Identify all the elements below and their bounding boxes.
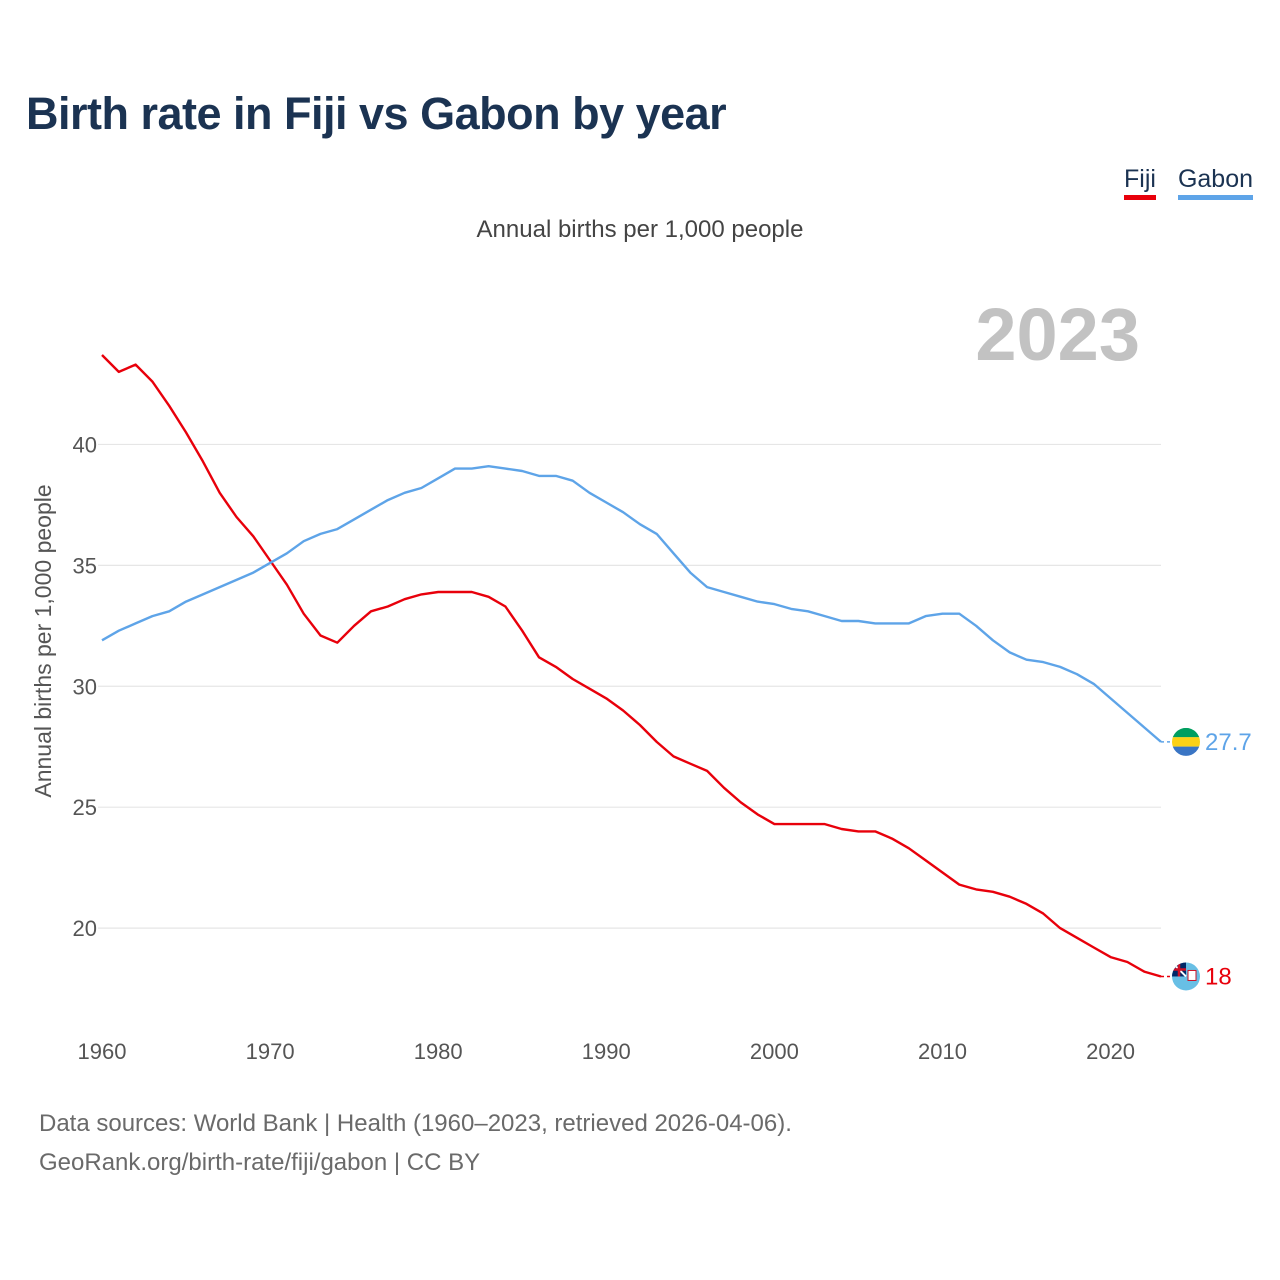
x-tick-label: 2000 bbox=[750, 1039, 799, 1064]
x-tick-label: 1980 bbox=[414, 1039, 463, 1064]
fiji-flag-icon bbox=[1172, 962, 1200, 991]
footer-link[interactable]: GeoRank.org/birth-rate/fiji/gabon | CC B… bbox=[39, 1149, 481, 1176]
end-value-label-gabon: 27.7 bbox=[1205, 729, 1252, 756]
end-value-label-fiji: 18 bbox=[1205, 963, 1232, 990]
footer-sources: Data sources: World Bank | Health (1960–… bbox=[39, 1110, 792, 1137]
current-year-label: 2023 bbox=[975, 293, 1140, 376]
x-axis-ticks: 1960 1970 1980 1990 2000 2010 2020 bbox=[78, 1039, 1136, 1064]
x-tick-label: 1970 bbox=[246, 1039, 295, 1064]
y-tick-label: 30 bbox=[73, 674, 97, 699]
footer: Data sources: World Bank | Health (1960–… bbox=[39, 1104, 792, 1182]
series-lines bbox=[101, 354, 1162, 978]
series-end-markers: 18 27.7 bbox=[1161, 727, 1252, 991]
x-tick-label: 2010 bbox=[918, 1039, 967, 1064]
y-axis-label: Annual births per 1,000 people bbox=[30, 484, 56, 797]
y-axis-ticks: 20 25 30 35 40 bbox=[73, 432, 97, 941]
x-tick-label: 2020 bbox=[1086, 1039, 1135, 1064]
y-tick-label: 25 bbox=[73, 795, 97, 820]
series-line-gabon[interactable] bbox=[101, 465, 1162, 743]
chart-title: Birth rate in Fiji vs Gabon by year bbox=[26, 88, 727, 139]
y-tick-label: 20 bbox=[73, 916, 97, 941]
gabon-flag-icon bbox=[1172, 727, 1200, 756]
y-tick-label: 40 bbox=[73, 432, 97, 457]
series-line-fiji[interactable] bbox=[101, 354, 1162, 978]
grid-lines bbox=[98, 443, 1161, 929]
chart-subtitle: Annual births per 1,000 people bbox=[476, 216, 804, 243]
legend-item-fiji[interactable]: Fiji bbox=[1124, 164, 1156, 200]
legend: Fiji Gabon bbox=[1124, 164, 1253, 200]
y-tick-label: 35 bbox=[73, 553, 97, 578]
legend-item-gabon[interactable]: Gabon bbox=[1177, 164, 1253, 200]
x-tick-label: 1990 bbox=[582, 1039, 631, 1064]
x-tick-label: 1960 bbox=[78, 1039, 127, 1064]
